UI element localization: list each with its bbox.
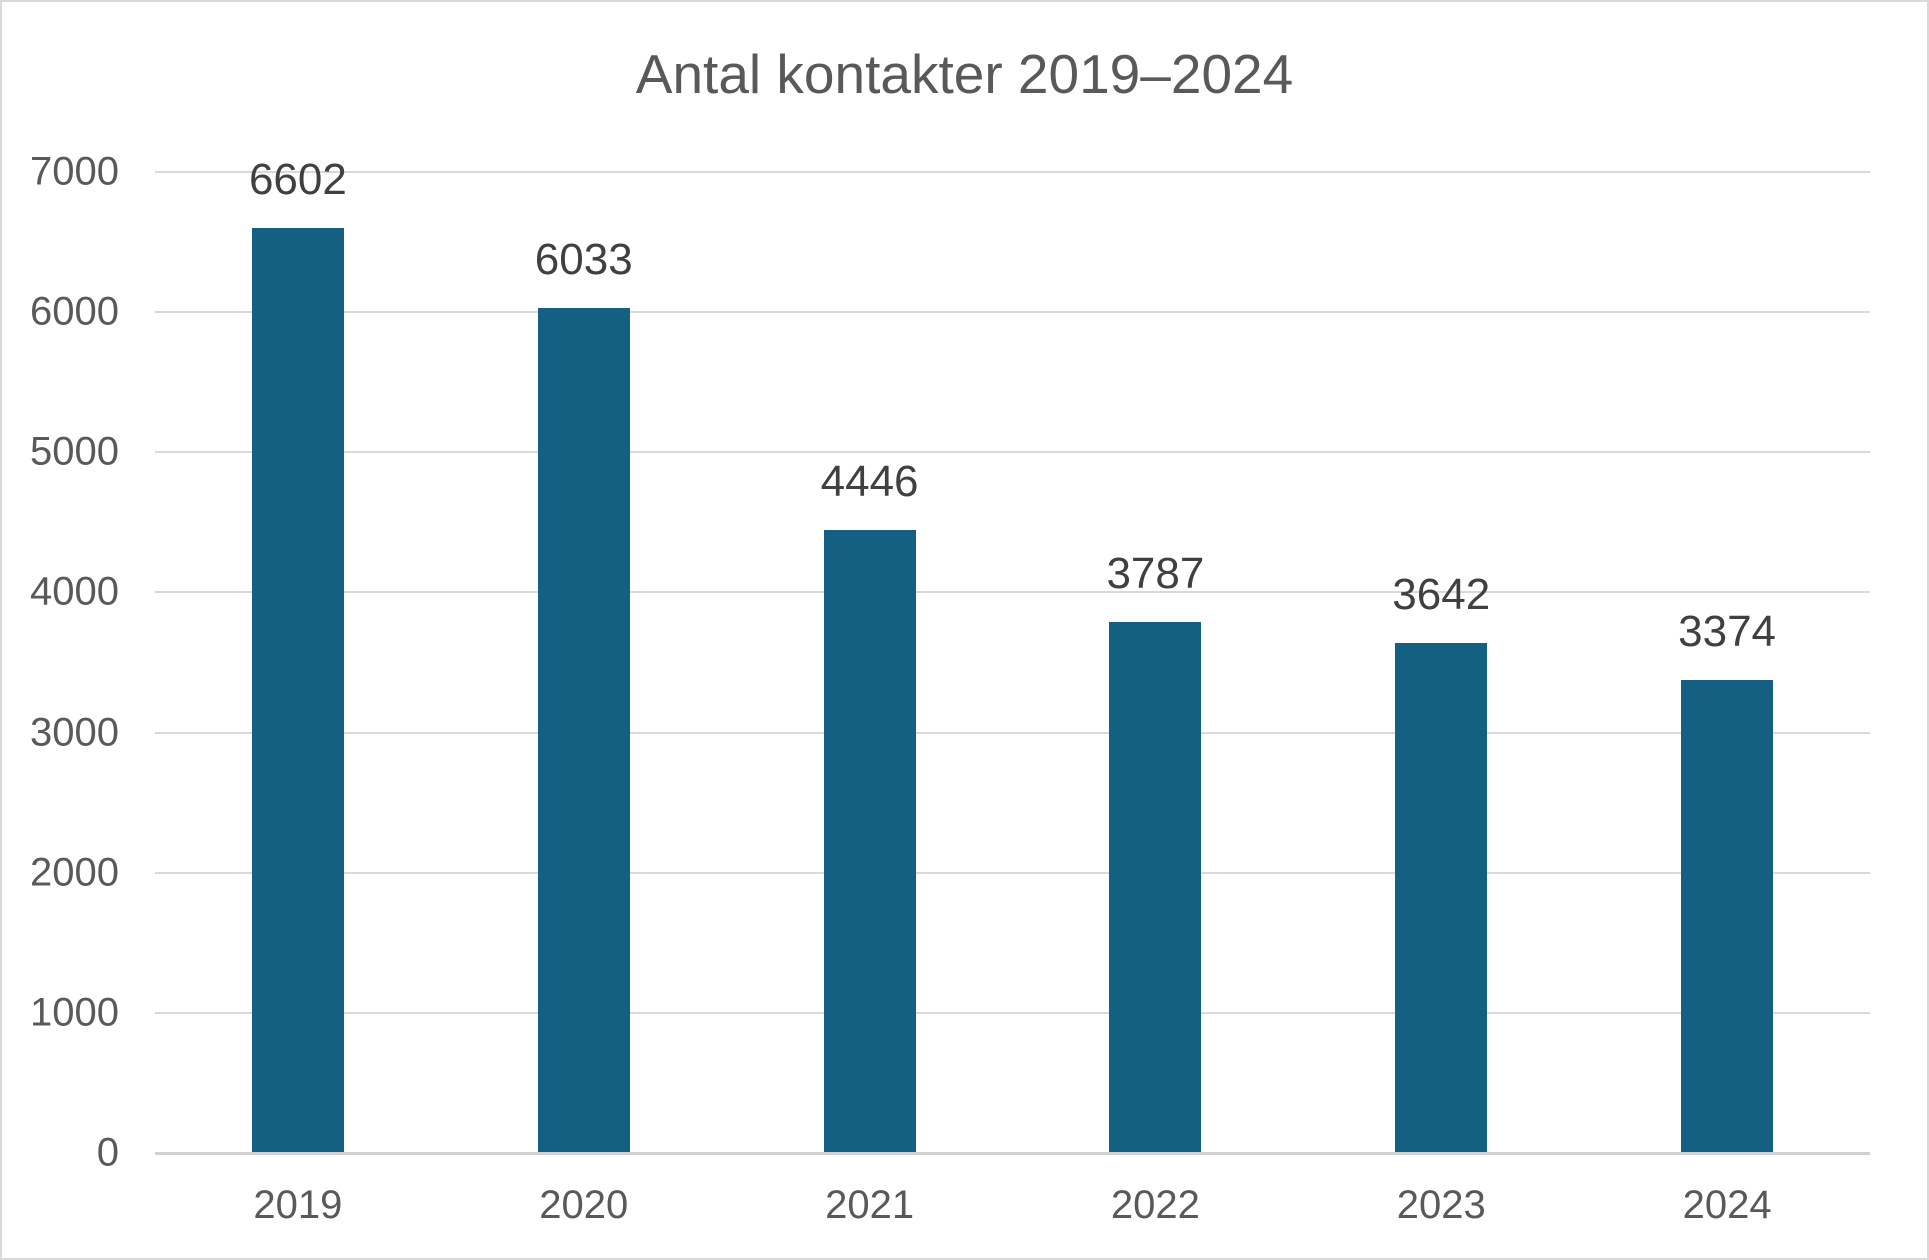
bar-2024	[1681, 680, 1774, 1153]
bar-2019	[251, 227, 344, 1153]
bar-value-label: 3787	[1106, 549, 1205, 599]
y-tick-label: 0	[96, 1130, 119, 1175]
x-tick-label: 2024	[1682, 1183, 1772, 1227]
x-tick-label: 2021	[825, 1183, 915, 1227]
x-tick-label: 2019	[253, 1183, 343, 1227]
y-gridline	[155, 731, 1870, 734]
chart-title: Antal kontakter 2019–2024	[635, 43, 1294, 105]
y-gridline	[155, 171, 1870, 173]
bar-value-label: 3642	[1392, 569, 1491, 619]
y-tick-label: 6000	[30, 289, 119, 334]
y-tick-label: 4000	[30, 569, 119, 614]
y-tick-label: 1000	[30, 990, 119, 1035]
y-gridline	[155, 451, 1870, 454]
y-gridline	[155, 591, 1870, 594]
y-gridline	[155, 1011, 1870, 1014]
bar-2023	[1395, 642, 1488, 1153]
x-tick-label: 2022	[1110, 1183, 1200, 1227]
bar-2021	[823, 529, 916, 1153]
bar-value-label: 6033	[534, 234, 633, 284]
x-axis-line	[155, 1152, 1870, 1155]
x-tick-label: 2020	[539, 1183, 629, 1227]
bar-value-label: 6602	[248, 154, 347, 204]
x-tick-label: 2023	[1396, 1183, 1486, 1227]
y-tick-label: 3000	[30, 710, 119, 755]
y-tick-label: 5000	[30, 429, 119, 474]
bar-value-label: 3374	[1678, 607, 1777, 657]
y-gridline	[155, 311, 1870, 314]
y-tick-label: 2000	[30, 850, 119, 895]
bar-2020	[537, 307, 630, 1153]
plot-area: 0 1000 2000 3000 4000 5000 6000 7000 6602 6033 44…	[30, 150, 1870, 1225]
y-gridline	[155, 871, 1870, 874]
bar-value-label: 4446	[820, 456, 919, 506]
y-tick-label: 7000	[30, 149, 119, 194]
bar-2022	[1109, 622, 1202, 1153]
